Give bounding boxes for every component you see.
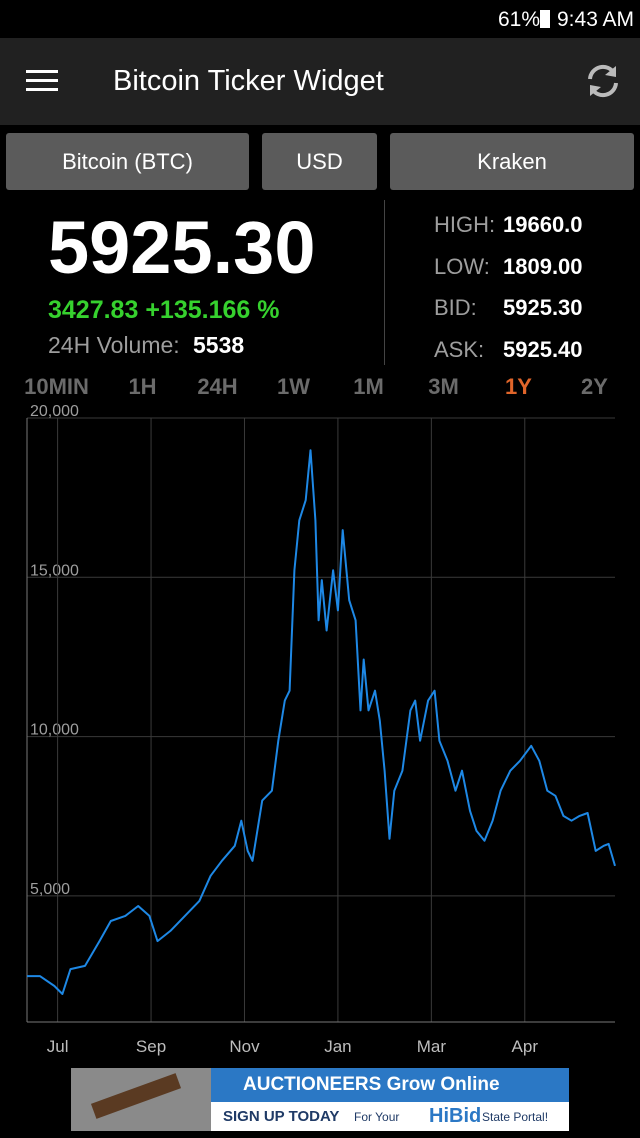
stat-label: HIGH: (434, 212, 496, 237)
clock: 9:43 AM (557, 8, 635, 31)
exchange-selector[interactable]: Kraken (390, 133, 634, 190)
range-tab[interactable]: 10MIN (24, 374, 89, 399)
x-tick-label: Jan (324, 1037, 351, 1056)
ad-text: State Portal! (482, 1110, 549, 1124)
price-chart: 5,000 10,000 15,000 20,000 Jul Sep Nov Jan Mar Ap… (26, 405, 616, 1056)
x-tick-label: Jul (47, 1037, 69, 1056)
range-tab[interactable]: 1H (128, 374, 157, 399)
price-change: 3427.83 +135.166 % (48, 296, 280, 324)
range-tab[interactable]: 24H (197, 374, 238, 399)
range-tab-active[interactable]: 1Y (505, 374, 532, 399)
app-title: Bitcoin Ticker Widget (113, 65, 384, 97)
stat-label: BID: (434, 295, 477, 320)
x-tick-label: Nov (229, 1037, 260, 1056)
menu-button[interactable] (26, 68, 60, 94)
status-bar: 61% 9:43 AM (0, 0, 640, 38)
y-tick-label: 20,000 (30, 405, 79, 420)
x-tick-label: Sep (136, 1037, 166, 1056)
ad-brand: HiBid (429, 1105, 482, 1127)
coin-selector[interactable]: Bitcoin (BTC) (6, 133, 249, 190)
range-tab[interactable]: 1M (353, 374, 384, 399)
price: 5925.30 (48, 206, 316, 289)
ad-text: For Your (354, 1110, 400, 1124)
volume-label: 24H Volume: (48, 332, 180, 358)
stat-value: 19660.0 (503, 212, 583, 237)
range-tab[interactable]: 3M (428, 374, 459, 399)
currency-selector[interactable]: USD (262, 133, 377, 190)
refresh-button[interactable] (584, 62, 622, 100)
stat-value: 5925.40 (503, 337, 583, 362)
battery-level: 61% (498, 8, 541, 31)
divider (384, 200, 385, 365)
stat-value: 1809.00 (503, 254, 583, 279)
stat-label: LOW: (434, 254, 490, 279)
ad-top (211, 1068, 569, 1102)
ad-cta: SIGN UP TODAY (223, 1108, 340, 1125)
ad-headline: AUCTIONEERS Grow Online (243, 1074, 500, 1095)
ad-image (71, 1068, 211, 1131)
y-tick-label: 10,000 (30, 722, 79, 739)
gavel (90, 1073, 182, 1119)
ad-banner[interactable]: AUCTIONEERS Grow Online SIGN UP TODAY Fo… (71, 1068, 569, 1131)
y-tick-label: 15,000 (30, 562, 79, 579)
y-tick-label: 5,000 (30, 881, 70, 898)
stat-label: ASK: (434, 337, 485, 362)
price-line (27, 449, 616, 995)
battery-icon (540, 10, 550, 28)
app-bar: Bitcoin Ticker Widget (0, 38, 640, 125)
stat-value: 5925.30 (503, 295, 583, 320)
range-tab[interactable]: 2Y (581, 374, 608, 399)
x-tick-label: Apr (512, 1037, 539, 1056)
volume-value: 5538 (193, 332, 245, 358)
range-tab[interactable]: 1W (277, 374, 310, 399)
x-tick-label: Mar (417, 1037, 447, 1056)
